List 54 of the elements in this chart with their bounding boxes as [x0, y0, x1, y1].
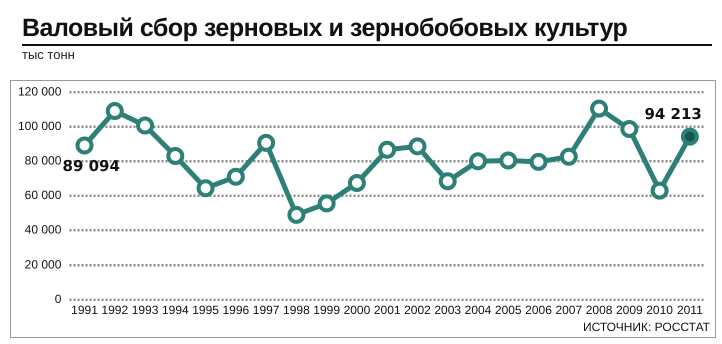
y-tick-label: 60 000 [24, 188, 62, 202]
point [408, 137, 426, 156]
point [136, 116, 154, 135]
chart-subtitle: тыс тонн [22, 47, 75, 62]
point [226, 168, 245, 186]
x-tick-label: 1999 [313, 303, 340, 318]
x-tick-label: 1995 [192, 303, 220, 318]
x-tick-label: 2004 [464, 303, 492, 318]
y-tick-label: 100 000 [18, 118, 62, 133]
x-tick-label: 1996 [222, 303, 250, 318]
point [560, 148, 578, 166]
x-tick-label: 1994 [162, 303, 189, 318]
chart-title: Валовый сбор зерновых и зернобобовых культур [22, 14, 628, 43]
text: ИСТОЧНИК: РОССТАТ [582, 320, 710, 334]
x-tick-label: 2006 [525, 303, 552, 318]
x-tick-label: 2009 [616, 303, 643, 318]
y-tick-label: 80 000 [24, 154, 62, 168]
point [76, 136, 94, 154]
x-tick-label: 2000 [344, 303, 371, 318]
point [468, 152, 487, 170]
x-tick-label: 2010 [646, 303, 674, 318]
point [590, 100, 608, 118]
point [318, 194, 336, 212]
point [620, 120, 638, 138]
point [650, 182, 669, 200]
x-tick-label: 2005 [494, 303, 522, 318]
point [196, 179, 215, 198]
y-tick-label: 20 000 [24, 257, 62, 272]
point [378, 140, 396, 159]
x-tick-label: 1992 [101, 303, 128, 318]
x-tick-label: 1991 [71, 303, 98, 318]
x-tick-label: 2007 [555, 303, 582, 318]
point [680, 128, 699, 146]
point [499, 152, 518, 170]
point [287, 206, 306, 224]
y-tick-label: 40 000 [24, 222, 62, 237]
x-tick-label: 2002 [404, 303, 432, 318]
x-tick-label: 1993 [132, 303, 159, 318]
x-tick-label: 2003 [434, 303, 462, 318]
y-tick-label: 120 000 [18, 84, 62, 98]
point [348, 174, 366, 192]
y-tick-label: 0 [54, 292, 62, 306]
point [106, 102, 124, 120]
x-tick-label: 1997 [252, 303, 280, 318]
x-tick-label: 2011 [676, 303, 704, 318]
point [438, 172, 457, 190]
point [257, 134, 276, 152]
data-label: 94 213 [644, 105, 702, 123]
data-label: 89 094 [62, 156, 120, 175]
point [530, 152, 548, 171]
point [166, 147, 184, 166]
x-tick-label: 2001 [374, 303, 401, 318]
x-tick-label: 2008 [586, 303, 613, 318]
x-tick-label: 1998 [283, 303, 310, 318]
